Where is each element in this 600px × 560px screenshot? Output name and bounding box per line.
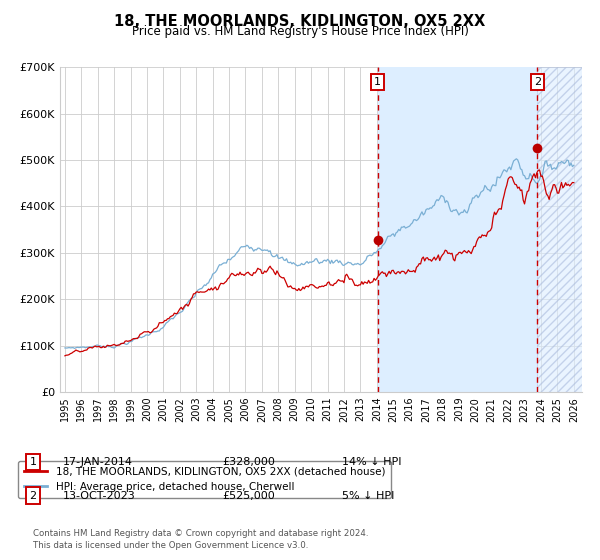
Text: Price paid vs. HM Land Registry's House Price Index (HPI): Price paid vs. HM Land Registry's House … <box>131 25 469 38</box>
Text: Contains HM Land Registry data © Crown copyright and database right 2024.: Contains HM Land Registry data © Crown c… <box>33 529 368 538</box>
Text: 2: 2 <box>29 491 37 501</box>
Text: £525,000: £525,000 <box>222 491 275 501</box>
Text: 18, THE MOORLANDS, KIDLINGTON, OX5 2XX: 18, THE MOORLANDS, KIDLINGTON, OX5 2XX <box>115 14 485 29</box>
Text: 5% ↓ HPI: 5% ↓ HPI <box>342 491 394 501</box>
Text: £328,000: £328,000 <box>222 457 275 467</box>
Text: 1: 1 <box>374 77 381 87</box>
Bar <box>377 67 538 392</box>
Text: 1: 1 <box>29 457 37 467</box>
Text: 13-OCT-2023: 13-OCT-2023 <box>63 491 136 501</box>
Legend: 18, THE MOORLANDS, KIDLINGTON, OX5 2XX (detached house), HPI: Average price, det: 18, THE MOORLANDS, KIDLINGTON, OX5 2XX (… <box>18 460 391 498</box>
Text: 14% ↓ HPI: 14% ↓ HPI <box>342 457 401 467</box>
Text: 17-JAN-2014: 17-JAN-2014 <box>63 457 133 467</box>
Text: 2: 2 <box>534 77 541 87</box>
Bar <box>538 67 582 392</box>
Text: This data is licensed under the Open Government Licence v3.0.: This data is licensed under the Open Gov… <box>33 541 308 550</box>
